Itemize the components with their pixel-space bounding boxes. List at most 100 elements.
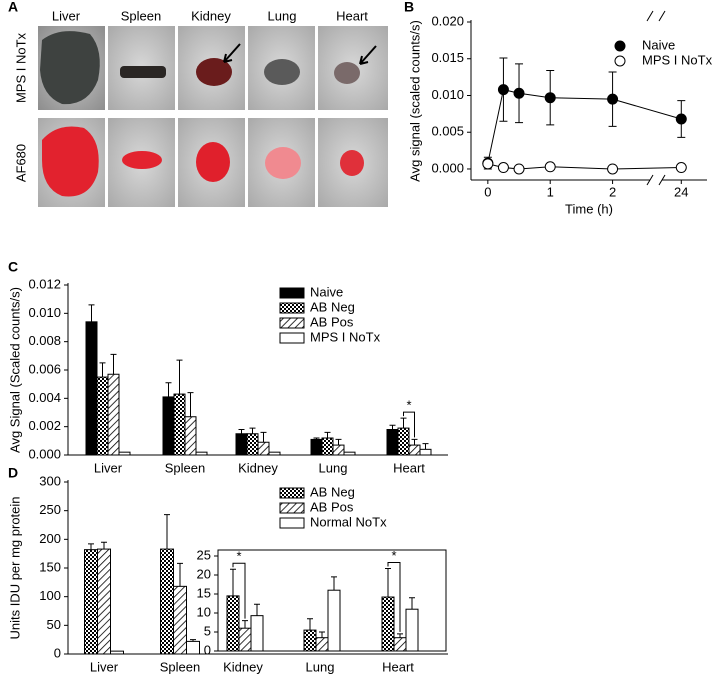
organ bbox=[196, 142, 230, 182]
x-tick-label: Kidney bbox=[223, 659, 263, 674]
error-bar bbox=[389, 424, 396, 430]
legend-swatch bbox=[279, 317, 305, 329]
error-bar bbox=[164, 514, 170, 550]
y-tick-label: 20 bbox=[197, 566, 211, 581]
axis-break bbox=[646, 174, 654, 186]
column-label: Heart bbox=[336, 8, 368, 23]
bar bbox=[226, 595, 240, 652]
y-axis-label: Units IDU per mg protein bbox=[7, 496, 22, 639]
bar bbox=[419, 448, 432, 456]
axis-break bbox=[646, 10, 654, 22]
y-tick-label: 10 bbox=[197, 604, 211, 619]
arrow bbox=[359, 45, 377, 65]
annotation: * bbox=[391, 548, 396, 563]
error-bar bbox=[101, 541, 107, 550]
annotation: * bbox=[406, 398, 411, 413]
error-bar bbox=[88, 304, 95, 322]
y-axis-label: Avg signal (scaled counts/s) bbox=[407, 20, 422, 182]
x-tick-label: 0 bbox=[484, 184, 491, 199]
x-tick-label: Heart bbox=[382, 659, 414, 674]
x-tick-label: Lung bbox=[319, 460, 348, 475]
error-bar bbox=[187, 392, 194, 417]
panel-label: D bbox=[8, 465, 18, 481]
bar bbox=[315, 637, 329, 652]
y-tick-label: 0 bbox=[204, 642, 211, 657]
bar bbox=[160, 548, 174, 655]
y-tick-label: 15 bbox=[197, 585, 211, 600]
error-bar bbox=[249, 427, 256, 434]
error-bar bbox=[230, 568, 236, 596]
bar bbox=[84, 549, 98, 655]
image-grid: Liver Spleen Kidney Lung Heart MPS I NoT… bbox=[13, 8, 388, 207]
legend-swatch bbox=[279, 487, 305, 499]
error-bar bbox=[242, 620, 248, 629]
legend-label: Naive bbox=[310, 284, 343, 299]
legend-label: AB Neg bbox=[310, 484, 355, 499]
panel-label: B bbox=[404, 0, 414, 15]
legend-label: MPS I NoTx bbox=[310, 329, 381, 344]
y-tick-label: 0.005 bbox=[431, 124, 464, 139]
error-bar bbox=[400, 417, 407, 429]
legend-label: AB Pos bbox=[310, 499, 354, 514]
bar bbox=[408, 444, 421, 456]
bar bbox=[186, 640, 200, 655]
error-bar bbox=[177, 562, 183, 587]
organ bbox=[40, 31, 100, 105]
data-point bbox=[675, 162, 687, 174]
y-tick-label: 0.015 bbox=[431, 50, 464, 65]
data-point bbox=[513, 163, 525, 175]
legend-swatch bbox=[279, 287, 305, 299]
bar bbox=[184, 416, 197, 456]
annotation: * bbox=[236, 549, 241, 564]
y-tick-label: 0.000 bbox=[28, 446, 61, 461]
bar bbox=[268, 451, 281, 456]
legend-marker bbox=[614, 55, 626, 67]
bar bbox=[381, 596, 395, 652]
data-point bbox=[497, 162, 509, 174]
error-bar bbox=[254, 603, 260, 616]
error-bar bbox=[411, 438, 418, 446]
bar bbox=[386, 429, 399, 456]
y-tick-label: 250 bbox=[39, 502, 61, 517]
bar bbox=[393, 637, 407, 652]
data-point bbox=[544, 92, 556, 104]
error-bar bbox=[331, 576, 337, 591]
legend-label: Naive bbox=[642, 37, 675, 52]
bar bbox=[397, 427, 410, 456]
error-bar bbox=[335, 438, 342, 446]
x-tick-label: 24 bbox=[674, 184, 688, 199]
legend-marker bbox=[614, 40, 626, 52]
error-bar bbox=[88, 543, 94, 550]
organ bbox=[334, 62, 360, 84]
bar bbox=[97, 548, 111, 655]
row-label: AF680 bbox=[13, 144, 28, 182]
bar bbox=[173, 393, 186, 456]
bar bbox=[332, 444, 345, 456]
data-point bbox=[513, 87, 525, 99]
error-bar bbox=[190, 639, 196, 642]
y-tick-label: 300 bbox=[39, 473, 61, 488]
legend-label: Normal NoTx bbox=[310, 514, 387, 529]
column-label: Lung bbox=[268, 8, 297, 23]
axis-break bbox=[658, 10, 666, 22]
y-axis-label: Avg Signal (Scaled counts/s) bbox=[7, 287, 22, 453]
y-tick-label: 0.020 bbox=[431, 13, 464, 28]
y-tick-label: 0.010 bbox=[431, 87, 464, 102]
bar bbox=[110, 650, 124, 655]
bar bbox=[343, 451, 356, 456]
error-bar bbox=[260, 431, 267, 443]
x-tick-label: 1 bbox=[547, 184, 554, 199]
significance-bracket bbox=[403, 411, 415, 438]
legend-label: MPS I NoTx bbox=[642, 52, 713, 67]
bar bbox=[327, 589, 341, 652]
bar bbox=[107, 373, 120, 456]
error-bar bbox=[176, 359, 183, 395]
bar bbox=[257, 441, 270, 456]
y-tick-label: 0.004 bbox=[28, 390, 61, 405]
organ bbox=[120, 66, 166, 78]
x-tick-label: Liver bbox=[90, 659, 119, 674]
significance-bracket bbox=[232, 562, 246, 619]
panel-label: A bbox=[8, 0, 18, 15]
y-tick-label: 0.012 bbox=[28, 276, 61, 291]
y-tick-label: 0.000 bbox=[431, 160, 464, 175]
